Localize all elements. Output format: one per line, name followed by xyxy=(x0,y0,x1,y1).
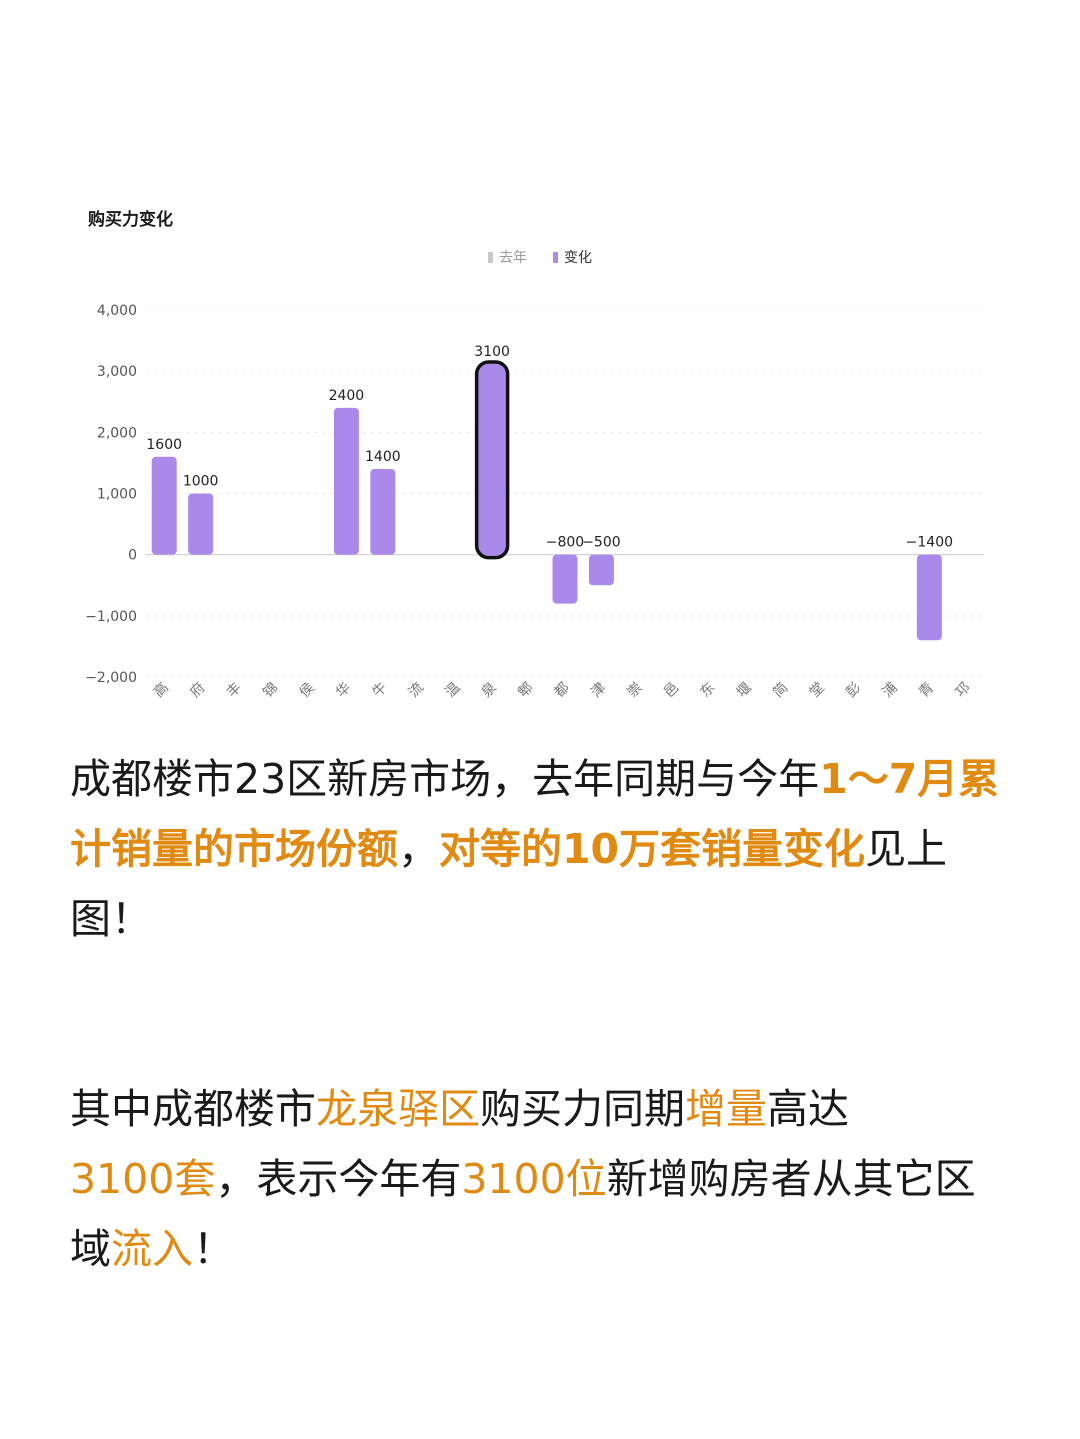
data-label: −800 xyxy=(546,535,584,551)
x-tick-label: 泉 xyxy=(478,679,500,701)
bar xyxy=(333,407,359,555)
y-tick-label: 2,000 xyxy=(97,425,137,441)
p1-text-e: 见上图！ xyxy=(70,825,948,943)
p2-text-a: 其中成都楼市 xyxy=(70,1085,316,1133)
x-tick-label: 简 xyxy=(769,679,791,701)
bar xyxy=(552,554,578,604)
x-tick-label: 流 xyxy=(406,680,427,701)
data-label: 1000 xyxy=(183,474,219,490)
data-label: 2400 xyxy=(329,388,365,404)
x-tick-label: 彭 xyxy=(843,680,864,701)
data-label: 1600 xyxy=(146,437,182,453)
x-tick-label: 青 xyxy=(916,680,937,701)
paragraph-2: 其中成都楼市龙泉驿区购买力同期增量高达 3100套，表示今年有3100位新增购房者… xyxy=(70,1074,1010,1284)
data-label: 3100 xyxy=(474,344,510,360)
p1-text-c: ， xyxy=(398,825,439,873)
x-tick-label: 丰 xyxy=(224,680,245,701)
p1-text-a: 成都楼市23区新房市场，去年同期与今年 xyxy=(70,755,820,803)
chart-title: 购买力变化 xyxy=(88,210,173,230)
data-label: −1400 xyxy=(906,535,953,551)
x-tick-label: 浦 xyxy=(879,680,900,701)
x-tick-label: 堂 xyxy=(807,680,828,701)
p2-highlight-inflow: 流入 xyxy=(111,1225,193,1273)
bar xyxy=(916,554,942,641)
p1-highlight-period: 1～7月累计销量的市场份额 xyxy=(70,755,1000,873)
chart-legend: 去年 变化 xyxy=(0,247,1080,267)
p2-highlight-units: 3100套 xyxy=(70,1155,216,1203)
p2-highlight-buyers: 3100位 xyxy=(461,1155,607,1203)
y-tick-label: 4,000 xyxy=(97,303,137,319)
legend-item-change[interactable]: 变化 xyxy=(553,247,592,267)
legend-swatch-change xyxy=(553,251,558,263)
legend-label-last-year: 去年 xyxy=(499,250,527,266)
x-tick-label: 堰 xyxy=(734,680,755,701)
bar xyxy=(151,456,177,555)
data-label: −500 xyxy=(582,535,620,551)
x-tick-label: 东 xyxy=(697,680,718,701)
x-tick-label: 牛 xyxy=(369,680,390,701)
data-label: 1400 xyxy=(365,449,401,465)
x-tick-label: 崇 xyxy=(624,680,645,701)
p1-highlight-change: 对等的10万套销量变化 xyxy=(439,825,866,873)
x-tick-label: 侯 xyxy=(297,680,318,701)
y-tick-label: −1,000 xyxy=(85,609,137,625)
legend-swatch-last-year xyxy=(488,251,493,263)
x-tick-label: 锦 xyxy=(259,679,281,701)
legend-label-change: 变化 xyxy=(564,250,592,266)
p2-highlight-district: 龙泉驿区 xyxy=(316,1085,480,1133)
p2-text-g: ，表示今年有 xyxy=(215,1155,462,1203)
x-tick-label: 邑 xyxy=(661,680,682,701)
bar xyxy=(588,554,614,586)
bar-chart: 4,000 3,000 2,000 1,000 0 −1,000 −2,000 高府丰锦侯华牛… xyxy=(85,303,984,701)
x-tick-label: 温 xyxy=(442,680,463,701)
y-tick-label: 3,000 xyxy=(97,364,137,380)
legend-item-last-year[interactable]: 去年 xyxy=(488,247,527,267)
p2-text-c: 购买力同期 xyxy=(480,1085,685,1133)
x-tick-label: 高 xyxy=(150,679,172,701)
x-tick-label: 邛 xyxy=(952,680,973,701)
y-tick-label: 0 xyxy=(128,548,137,564)
p2-text-e: 高达 xyxy=(767,1085,849,1133)
x-tick-label: 都 xyxy=(552,680,573,701)
x-tick-label: 华 xyxy=(333,680,354,701)
p2-text-i: 新增购房者从其它区域 xyxy=(70,1155,976,1273)
bar xyxy=(188,493,214,555)
x-tick-label: 府 xyxy=(187,680,208,701)
p2-text-k: ！ xyxy=(193,1225,234,1273)
x-tick-label: 津 xyxy=(588,680,609,701)
bar xyxy=(370,469,396,555)
p2-highlight-increase: 增量 xyxy=(685,1085,767,1133)
y-tick-label: −2,000 xyxy=(85,670,137,686)
y-tick-label: 1,000 xyxy=(97,487,137,503)
paragraph-1: 成都楼市23区新房市场，去年同期与今年1～7月累计销量的市场份额，对等的10万套… xyxy=(70,744,1010,954)
bar-highlighted xyxy=(474,360,510,560)
x-tick-label: 郫 xyxy=(515,680,536,701)
